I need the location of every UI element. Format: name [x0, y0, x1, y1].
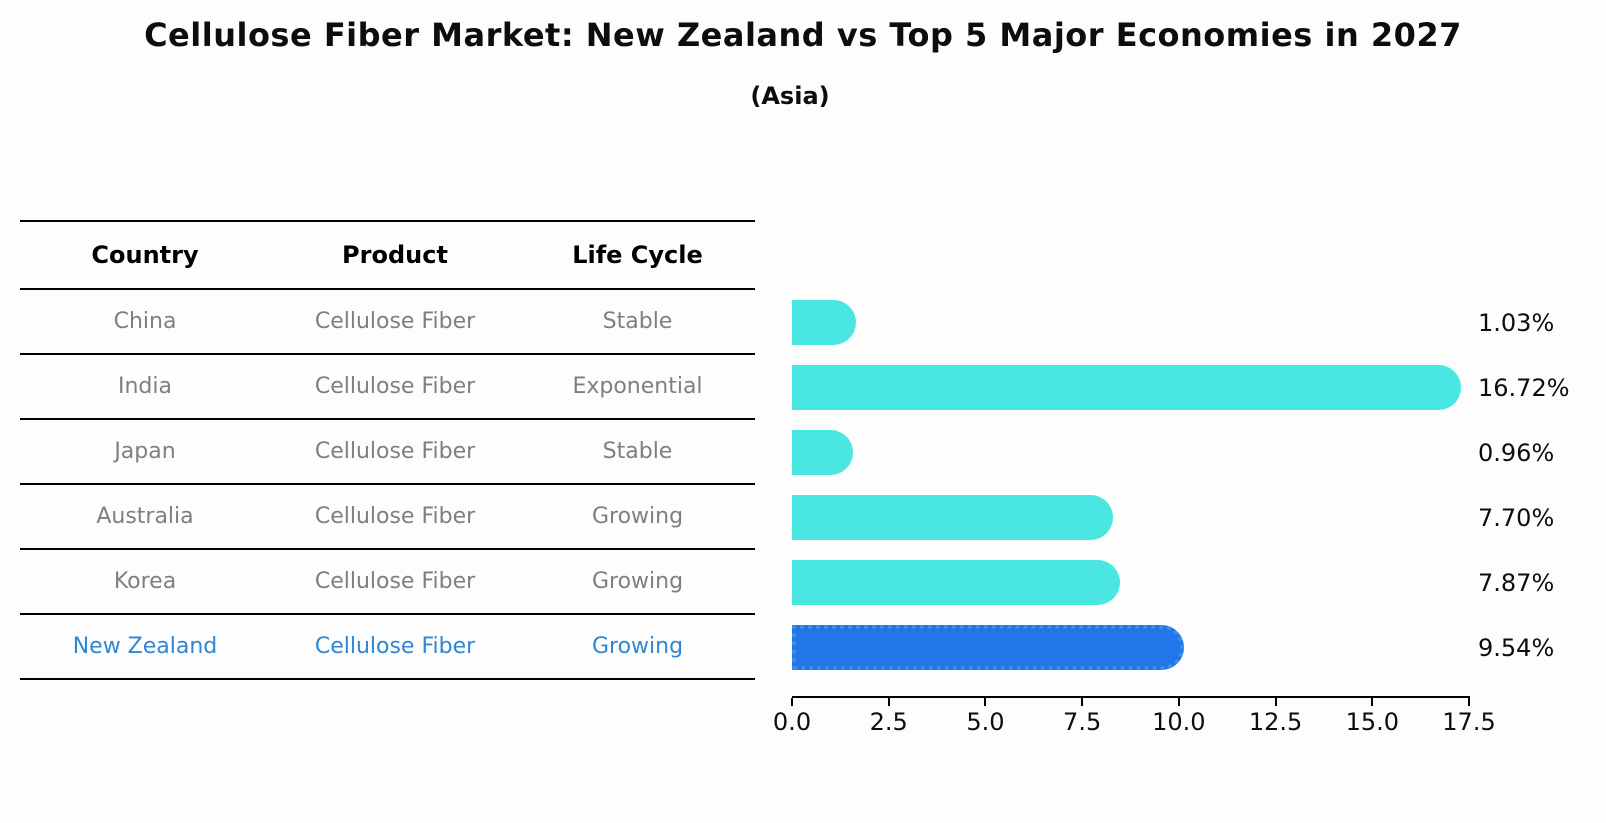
- table-cell-country: Australia: [96, 504, 194, 529]
- table-row-china: China Cellulose Fiber Stable: [20, 290, 755, 355]
- bar-value-label: 0.96%: [1478, 438, 1555, 467]
- table-cell-life-cycle: Stable: [602, 439, 673, 464]
- chart-subtitle: (Asia): [750, 82, 830, 110]
- table-header-life-cycle: Life Cycle: [572, 241, 703, 269]
- table-cell-country: China: [113, 309, 177, 334]
- x-tick-label: 5.0: [966, 708, 1005, 736]
- table-cell-product: Cellulose Fiber: [314, 634, 476, 659]
- chart-title: Cellulose Fiber Market: New Zealand vs T…: [144, 16, 1462, 54]
- table-cell-product: Cellulose Fiber: [314, 569, 476, 594]
- table-cell-life-cycle: Exponential: [572, 374, 703, 399]
- table-cell-product: Cellulose Fiber: [314, 374, 476, 399]
- bar-japan: [792, 430, 854, 475]
- x-tick-mark: [984, 698, 987, 706]
- table-cell-country: New Zealand: [72, 634, 218, 659]
- x-tick-mark: [1468, 698, 1470, 706]
- table-cell-life-cycle: Stable: [602, 309, 673, 334]
- x-tick-mark: [887, 698, 890, 706]
- table-header-row: Country Product Life Cycle: [20, 222, 755, 290]
- x-tick-mark: [1081, 698, 1084, 706]
- bar-australia: [792, 495, 1114, 540]
- country-product-table: Country Product Life Cycle China Cellulos…: [20, 220, 755, 680]
- x-tick-label: 0.0: [772, 708, 812, 736]
- table-cell-life-cycle: Growing: [591, 569, 684, 594]
- x-tick-label: 12.5: [1248, 708, 1303, 736]
- table-cell-country: India: [118, 374, 172, 399]
- x-tick-mark: [1274, 698, 1277, 706]
- table-cell-life-cycle: Growing: [591, 634, 684, 659]
- x-tick-label: 2.5: [869, 708, 908, 736]
- bar-new-zealand: [792, 625, 1185, 670]
- table-row-korea: Korea Cellulose Fiber Growing: [20, 550, 755, 615]
- table-header-product: Product: [342, 241, 448, 269]
- table-row-india: India Cellulose Fiber Exponential: [20, 355, 755, 420]
- x-tick-mark: [1371, 698, 1374, 706]
- bar-value-label: 1.03%: [1478, 308, 1555, 337]
- table-cell-life-cycle: Growing: [591, 504, 684, 529]
- bar-china: [792, 300, 856, 345]
- bar-value-label: 16.72%: [1478, 373, 1570, 402]
- bar-value-label: 7.70%: [1478, 503, 1555, 532]
- bar-value-label: 9.54%: [1478, 633, 1555, 662]
- x-tick-label: 10.0: [1152, 708, 1206, 736]
- x-tick-label: 15.0: [1345, 708, 1399, 736]
- table-header-country: Country: [91, 241, 199, 269]
- bar-india: [792, 365, 1462, 410]
- bar-value-label: 7.87%: [1478, 568, 1555, 597]
- table-row-new-zealand: New Zealand Cellulose Fiber Growing: [20, 615, 755, 680]
- x-axis-line: [792, 696, 1470, 698]
- table-cell-product: Cellulose Fiber: [314, 504, 476, 529]
- table-cell-country: Japan: [114, 439, 176, 464]
- table-row-australia: Australia Cellulose Fiber Growing: [20, 485, 755, 550]
- x-tick-label: 7.5: [1063, 708, 1102, 736]
- x-tick-mark: [1177, 698, 1180, 706]
- table-cell-product: Cellulose Fiber: [314, 309, 476, 334]
- x-tick-label: 17.5: [1442, 708, 1496, 736]
- bar-korea: [792, 560, 1120, 605]
- table-row-japan: Japan Cellulose Fiber Stable: [20, 420, 755, 485]
- x-tick-mark: [791, 698, 793, 706]
- table-cell-country: Korea: [113, 569, 177, 594]
- table-cell-product: Cellulose Fiber: [314, 439, 476, 464]
